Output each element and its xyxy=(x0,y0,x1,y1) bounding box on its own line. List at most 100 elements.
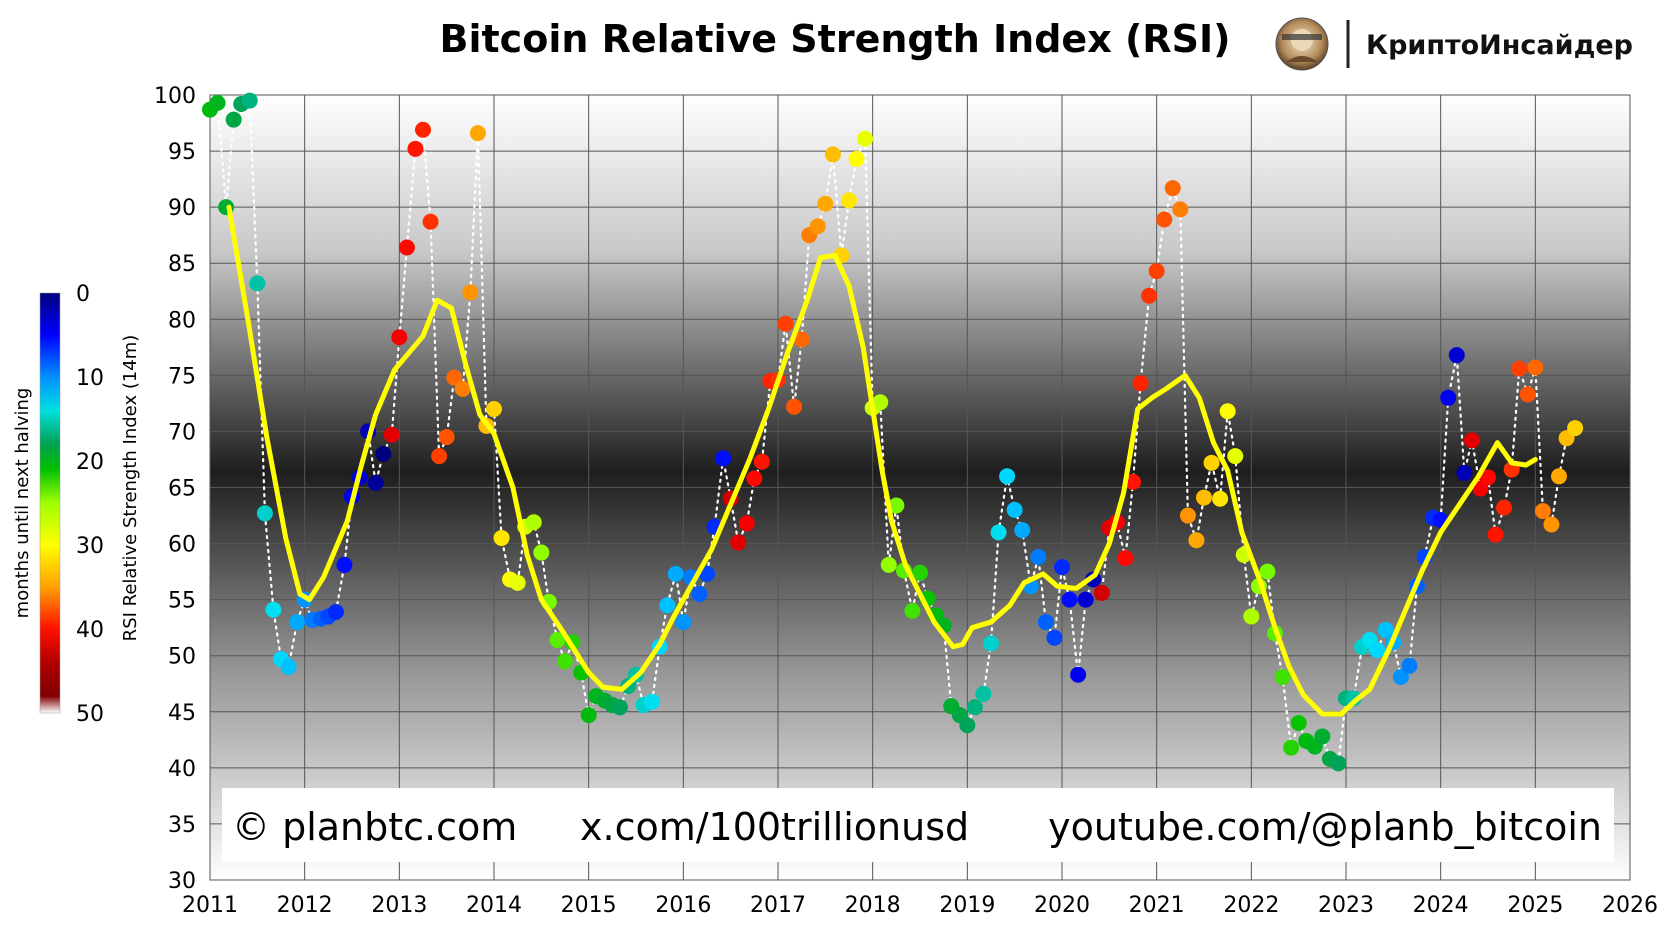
rsi-point xyxy=(753,453,770,470)
rsi-point xyxy=(1006,501,1023,518)
rsi-point xyxy=(644,693,661,710)
x-tick-label: 2026 xyxy=(1602,893,1658,918)
credits-box: © planbtc.com x.com/100trillionusd youtu… xyxy=(222,788,1614,862)
rsi-point xyxy=(1061,591,1078,608)
rsi-point xyxy=(486,401,502,417)
rsi-point xyxy=(1290,715,1307,731)
chart-title: Bitcoin Relative Strength Index (RSI) xyxy=(440,17,1231,61)
rsi-point xyxy=(912,564,928,581)
moving-average-line xyxy=(226,204,1538,717)
rsi-point xyxy=(1456,464,1473,481)
rsi-point xyxy=(446,369,463,386)
rsi-point xyxy=(824,146,841,163)
rsi-point xyxy=(438,429,455,446)
rsi-point xyxy=(1519,386,1536,403)
credit-x: x.com/100trillionusd xyxy=(580,805,969,849)
rsi-point xyxy=(1283,739,1300,756)
rsi-point xyxy=(1534,503,1551,520)
rsi-point xyxy=(1125,473,1141,490)
rsi-point xyxy=(1172,201,1189,218)
y-tick-label: 45 xyxy=(168,701,196,726)
rsi-point xyxy=(280,658,297,675)
x-tick-label: 2018 xyxy=(845,893,901,918)
rsi-point xyxy=(959,717,976,734)
rsi-point xyxy=(848,150,865,167)
rsi-point xyxy=(327,603,344,620)
rsi-point xyxy=(391,329,408,346)
rsi-point xyxy=(1077,591,1094,608)
rsi-point xyxy=(509,574,526,591)
rsi-point xyxy=(975,685,992,702)
y-tick-label: 95 xyxy=(168,140,196,165)
rsi-point xyxy=(1551,468,1567,485)
rsi-point xyxy=(990,524,1007,541)
y-tick-label: 35 xyxy=(168,813,196,838)
rsi-point xyxy=(1054,559,1070,576)
colorbar-ticks: 0 10 20 30 40 50 xyxy=(76,282,104,727)
rsi-point xyxy=(983,635,999,652)
rsi-point xyxy=(557,653,573,670)
y-tick-label: 55 xyxy=(168,589,196,614)
y-tick-label: 40 xyxy=(168,757,196,782)
rsi-point xyxy=(1188,532,1205,549)
y-tick-label: 85 xyxy=(168,252,196,277)
rsi-point xyxy=(336,556,353,573)
rsi-point xyxy=(289,614,306,631)
rsi-point xyxy=(1472,480,1489,497)
rsi-point xyxy=(817,195,834,212)
rsi-point xyxy=(209,94,226,111)
x-tick-label: 2020 xyxy=(1034,893,1090,918)
rsi-point xyxy=(256,505,273,522)
x-tick-label: 2017 xyxy=(750,893,806,918)
rsi-point xyxy=(730,534,747,551)
x-tick-label: 2013 xyxy=(371,893,427,918)
rsi-point xyxy=(1196,489,1212,506)
rsi-point xyxy=(462,284,479,301)
rsi-point xyxy=(225,111,242,128)
rsi-point xyxy=(1243,608,1260,625)
rsi-point xyxy=(1369,642,1386,659)
rsi-point xyxy=(611,699,628,716)
rsi-point xyxy=(1487,526,1504,543)
rsi-point xyxy=(1496,499,1513,516)
rsi-point xyxy=(659,597,676,614)
rsi-point xyxy=(786,398,803,415)
x-tick-label: 2011 xyxy=(182,893,238,918)
y-tick-label: 65 xyxy=(168,477,196,502)
rsi-point xyxy=(872,394,889,411)
colorbar-tick-label: 20 xyxy=(76,450,104,475)
rsi-point xyxy=(1377,621,1394,638)
rsi-point xyxy=(1030,549,1047,566)
rsi-point xyxy=(431,448,448,465)
rsi-point xyxy=(667,565,684,582)
colorbar-tick-label: 10 xyxy=(76,366,104,391)
rsi-point xyxy=(699,565,715,582)
rsi-point xyxy=(691,586,708,603)
rsi-point xyxy=(407,140,424,157)
rsi-point xyxy=(1543,516,1560,533)
rsi-point xyxy=(1345,690,1362,707)
credit-site: © planbtc.com xyxy=(232,805,517,849)
rsi-point xyxy=(1567,420,1584,437)
rsi-point xyxy=(1440,389,1457,406)
brand-logo xyxy=(1275,17,1329,71)
rsi-point xyxy=(966,699,983,716)
rsi-point xyxy=(880,556,897,573)
y-tick-label: 80 xyxy=(168,308,196,333)
credit-youtube: youtube.com/@planb_bitcoin xyxy=(1048,805,1602,849)
rsi-point xyxy=(857,130,874,147)
rsi-point xyxy=(1037,614,1054,631)
x-tick-label: 2024 xyxy=(1413,893,1469,918)
rsi-point xyxy=(383,426,400,443)
rsi-point xyxy=(715,450,732,467)
x-tick-label: 2012 xyxy=(277,893,333,918)
rsi-point xyxy=(888,497,905,514)
rsi-point xyxy=(1259,563,1276,580)
rsi-point xyxy=(1392,669,1409,686)
rsi-point xyxy=(549,632,566,649)
rsi-point xyxy=(675,614,692,631)
rsi-point xyxy=(422,213,439,230)
colorbar-gradient xyxy=(39,292,61,714)
x-tick-label: 2023 xyxy=(1318,893,1374,918)
